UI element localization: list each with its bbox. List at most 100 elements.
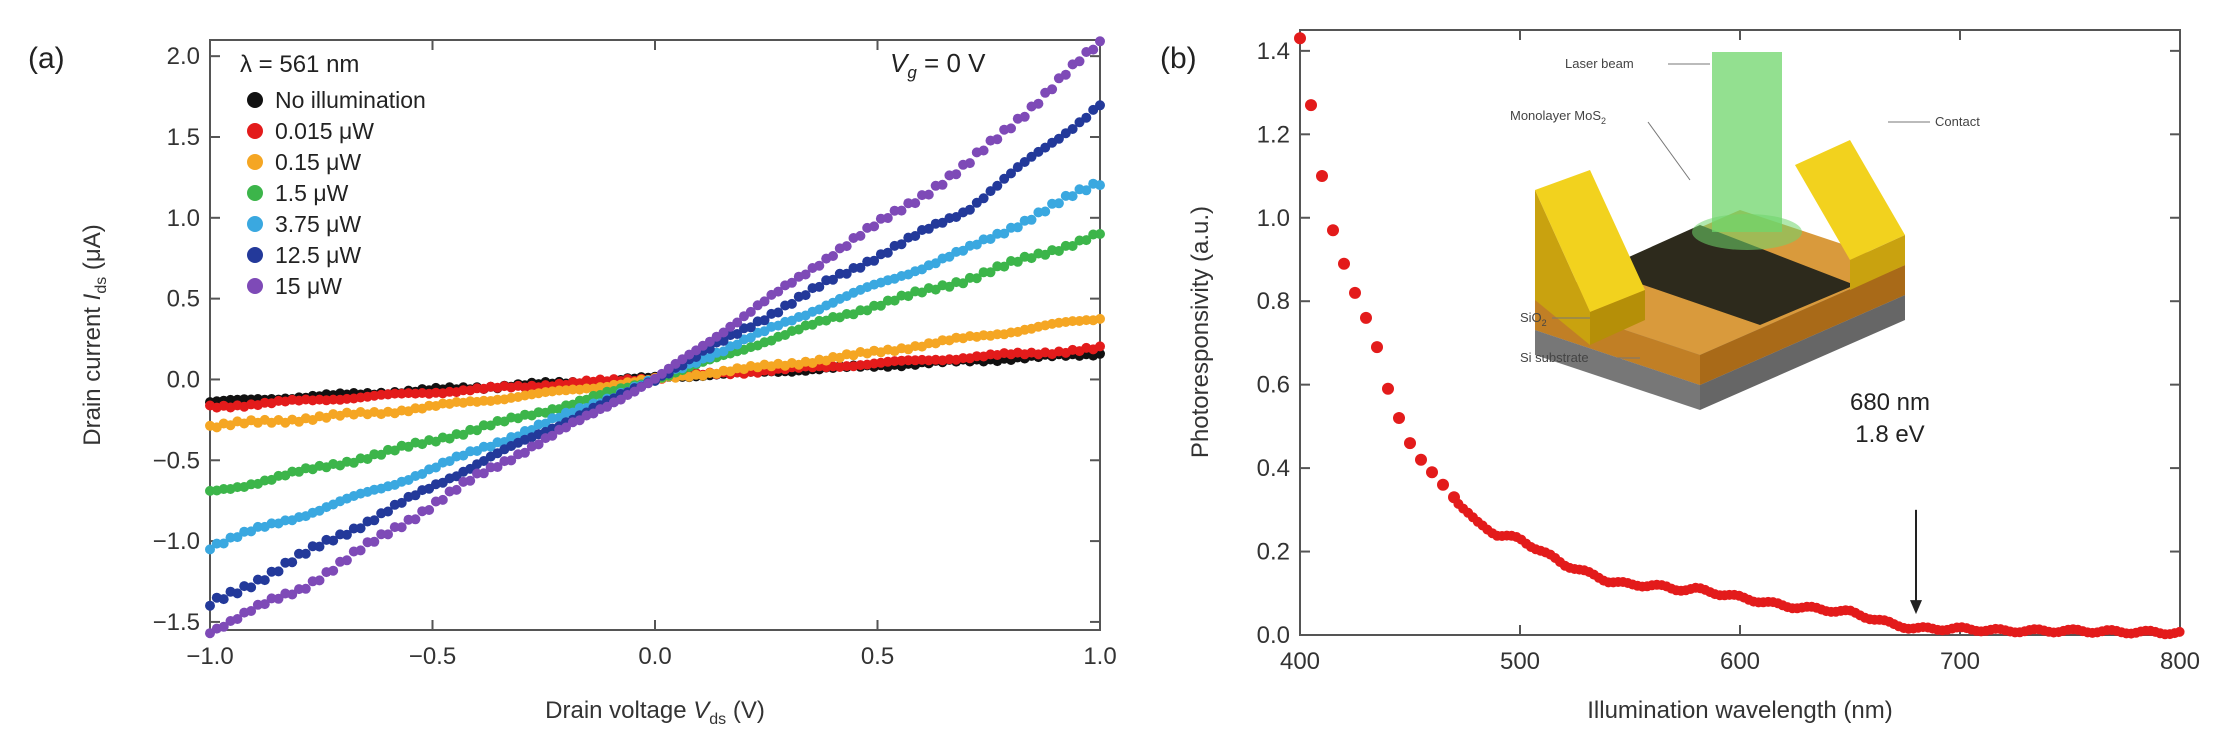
series-point xyxy=(923,189,934,200)
data-point xyxy=(1393,412,1405,424)
legend-marker xyxy=(247,247,263,263)
series-point xyxy=(1067,241,1078,251)
gate-value: = 0 V xyxy=(917,48,986,78)
data-point xyxy=(1382,382,1394,395)
series-point xyxy=(882,247,893,258)
series-5 xyxy=(205,178,1105,555)
panel-a-xtick-label: −0.5 xyxy=(409,643,456,670)
series-point xyxy=(773,307,784,318)
series-point xyxy=(1095,229,1105,239)
series-point xyxy=(424,505,435,515)
oxide-side-right xyxy=(1700,265,1905,385)
legend-marker xyxy=(247,278,263,294)
series-point xyxy=(1095,36,1105,47)
panel-a-xlabel-var: V xyxy=(693,697,711,724)
series-point xyxy=(328,535,339,546)
series-point xyxy=(869,255,880,266)
series-point xyxy=(985,234,996,244)
series-point xyxy=(745,306,756,317)
series-point xyxy=(232,532,243,543)
panel-a-ylabel: Drain current Ids (μA) xyxy=(79,224,110,445)
panel-a-ylabel-var: I xyxy=(79,293,106,300)
series-point xyxy=(732,329,743,339)
panel-b-label: (b) xyxy=(1160,42,1197,75)
series-point xyxy=(828,274,838,285)
series-point xyxy=(581,383,592,394)
series-point xyxy=(300,548,311,559)
series-point xyxy=(1040,142,1051,153)
series-point xyxy=(759,315,770,326)
series-point xyxy=(218,538,229,549)
gate-sub: g xyxy=(907,63,917,82)
panel-b-xtick-label: 700 xyxy=(1940,648,1980,675)
substrate-side-right xyxy=(1700,295,1905,410)
series-point xyxy=(465,475,476,486)
series-point xyxy=(855,262,866,273)
data-point xyxy=(1338,257,1350,270)
panel-b-ytick-label: 1.0 xyxy=(1257,205,1290,232)
series-point xyxy=(314,575,325,586)
data-point xyxy=(1327,224,1339,237)
panel-a-xtick-label: 1.0 xyxy=(1083,643,1116,670)
series-point xyxy=(882,213,893,223)
series-point xyxy=(369,515,380,526)
series-point xyxy=(841,268,852,279)
panel-b-ytick-label: 0.4 xyxy=(1257,455,1290,482)
bandgap-arrow xyxy=(1910,509,1922,615)
data-point xyxy=(1349,286,1361,299)
series-point xyxy=(800,269,811,280)
series-point xyxy=(1081,235,1092,246)
series-point xyxy=(1019,111,1030,122)
panel-b-ytick-label: 0.6 xyxy=(1257,372,1290,399)
panel-b-ytick-label: 0.0 xyxy=(1257,622,1290,649)
series-point xyxy=(410,490,421,501)
legend-marker xyxy=(247,92,263,108)
series-point xyxy=(964,204,975,215)
series-point xyxy=(999,228,1010,239)
series-point xyxy=(341,529,352,540)
series-point xyxy=(567,384,578,395)
panel-a-xtick-label: 0.5 xyxy=(861,643,894,670)
substrate-side-front xyxy=(1535,330,1700,410)
legend-marker xyxy=(247,123,263,139)
series-point xyxy=(999,261,1010,272)
substrate-label: Si substrate xyxy=(1520,350,1589,365)
panel-a-legend: No illumination 0.015 μW 0.15 μW 1.5 μW 3.75… xyxy=(247,87,426,299)
oxide-label-sub: 2 xyxy=(1542,318,1547,328)
series-point xyxy=(964,158,975,169)
series-point xyxy=(547,404,558,415)
monolayer-label: Monolayer MoS2 xyxy=(1510,108,1606,126)
series-point xyxy=(1033,98,1044,109)
series-point xyxy=(437,494,448,505)
panel-b-ytick-label: 0.8 xyxy=(1257,288,1290,315)
data-point xyxy=(1371,341,1383,354)
series-point xyxy=(773,286,784,297)
panel-a-xlabel-main: Drain voltage xyxy=(545,697,693,724)
panel-b-ytick-label: 1.2 xyxy=(1257,121,1290,148)
panel-a-ylabel-unit: (μA) xyxy=(79,224,106,277)
series-point xyxy=(1060,69,1071,80)
mos2-layer xyxy=(1600,225,1855,325)
series-point xyxy=(519,447,530,458)
contact-right-front xyxy=(1850,235,1905,290)
series-point xyxy=(814,281,825,292)
series-point xyxy=(1095,341,1105,352)
series-point xyxy=(718,327,729,338)
series-point xyxy=(383,529,393,540)
data-point xyxy=(2174,626,2185,637)
series-point xyxy=(225,394,236,405)
series-point xyxy=(896,239,907,250)
series-point xyxy=(1081,112,1092,123)
series-point xyxy=(992,329,1003,340)
series-point xyxy=(1053,198,1064,209)
laser-spot xyxy=(1692,214,1802,250)
series-point xyxy=(745,322,756,333)
series-point xyxy=(547,430,558,441)
series-point xyxy=(992,180,1003,191)
series-point xyxy=(533,439,544,450)
series-point xyxy=(205,544,215,555)
series-point xyxy=(1095,180,1105,191)
panel-b-ylabel: Photoresponsivity (a.u.) xyxy=(1187,206,1214,458)
contact-right-top xyxy=(1795,140,1905,260)
data-point xyxy=(1305,99,1317,112)
